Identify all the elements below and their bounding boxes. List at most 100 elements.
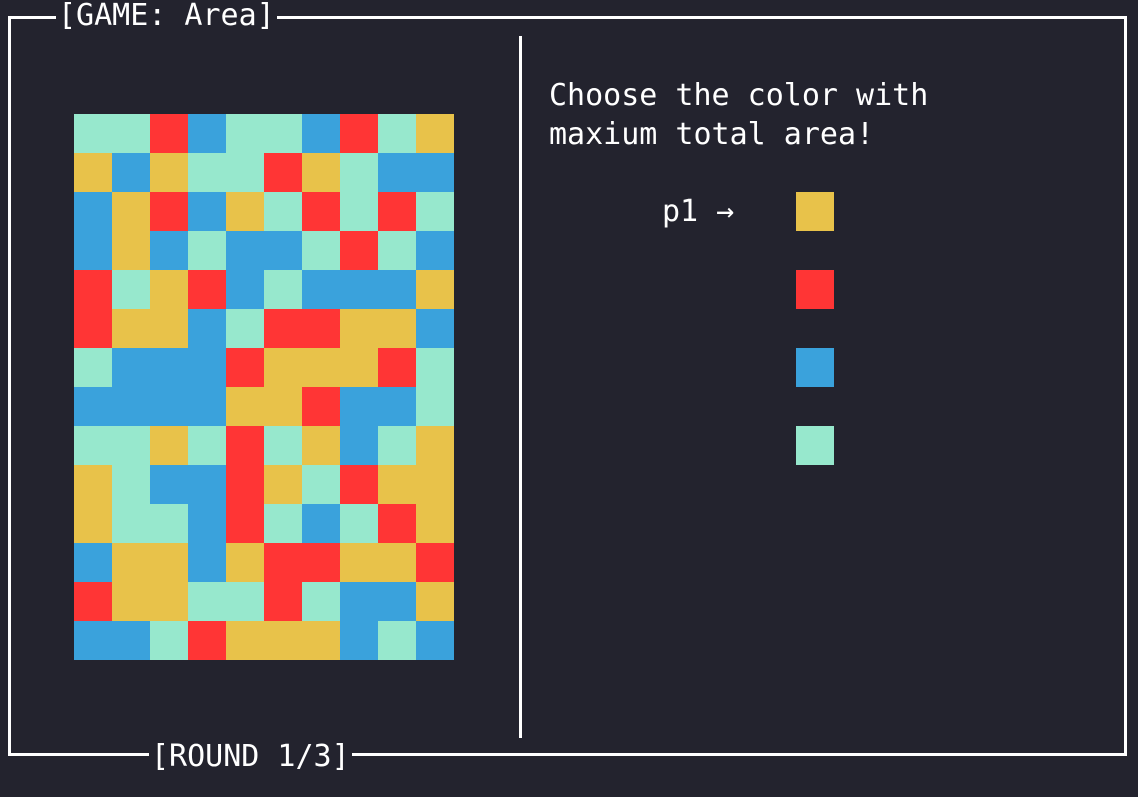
grid-cell bbox=[264, 465, 302, 504]
grid-cell bbox=[340, 504, 378, 543]
grid-cell bbox=[340, 543, 378, 582]
grid-cell bbox=[188, 465, 226, 504]
grid-cell bbox=[150, 114, 188, 153]
color-option[interactable] bbox=[796, 270, 834, 309]
grid-cell bbox=[264, 621, 302, 660]
grid-cell bbox=[264, 348, 302, 387]
grid-cell bbox=[74, 114, 112, 153]
grid-cell bbox=[188, 387, 226, 426]
grid-cell bbox=[74, 348, 112, 387]
grid-cell bbox=[150, 543, 188, 582]
grid-cell bbox=[188, 504, 226, 543]
grid-cell bbox=[150, 231, 188, 270]
grid-cell bbox=[188, 543, 226, 582]
grid-cell bbox=[226, 309, 264, 348]
grid-cell bbox=[378, 153, 416, 192]
grid-cell bbox=[226, 348, 264, 387]
grid-cell bbox=[264, 582, 302, 621]
grid-cell bbox=[226, 426, 264, 465]
grid-cell bbox=[340, 348, 378, 387]
grid-cell bbox=[74, 309, 112, 348]
grid-cell bbox=[150, 192, 188, 231]
grid-cell bbox=[188, 309, 226, 348]
grid-cell bbox=[378, 309, 416, 348]
grid-cell bbox=[378, 270, 416, 309]
grid-cell bbox=[188, 621, 226, 660]
grid-cell bbox=[302, 426, 340, 465]
grid-cell bbox=[416, 543, 454, 582]
instruction-line-2: maxium total area! bbox=[549, 117, 875, 152]
grid-cell bbox=[340, 192, 378, 231]
grid-cell bbox=[378, 543, 416, 582]
grid-cell bbox=[378, 231, 416, 270]
grid-cell bbox=[264, 387, 302, 426]
grid-cell bbox=[416, 426, 454, 465]
grid-cell bbox=[340, 114, 378, 153]
grid-cell bbox=[74, 582, 112, 621]
grid-cell bbox=[302, 231, 340, 270]
game-title: [GAME: Area] bbox=[56, 0, 277, 34]
grid-cell bbox=[150, 309, 188, 348]
grid-cell bbox=[150, 270, 188, 309]
grid-cell bbox=[226, 582, 264, 621]
grid-cell bbox=[150, 387, 188, 426]
grid-cell bbox=[74, 270, 112, 309]
grid-cell bbox=[264, 231, 302, 270]
grid-cell bbox=[188, 582, 226, 621]
grid-cell bbox=[340, 153, 378, 192]
grid-cell bbox=[112, 582, 150, 621]
grid-cell bbox=[378, 582, 416, 621]
grid-cell bbox=[226, 621, 264, 660]
grid-cell bbox=[150, 153, 188, 192]
grid-cell bbox=[188, 426, 226, 465]
grid-cell bbox=[378, 192, 416, 231]
instruction-text: Choose the color with maxium total area! bbox=[549, 76, 1109, 154]
grid-cell bbox=[112, 621, 150, 660]
grid-cell bbox=[340, 621, 378, 660]
grid-cell bbox=[264, 504, 302, 543]
grid-cell bbox=[416, 114, 454, 153]
grid-cell bbox=[416, 270, 454, 309]
grid-cell bbox=[74, 387, 112, 426]
grid-cell bbox=[112, 504, 150, 543]
grid-cell bbox=[112, 387, 150, 426]
instruction-line-1: Choose the color with bbox=[549, 78, 929, 113]
grid-cell bbox=[74, 504, 112, 543]
grid-cell bbox=[302, 504, 340, 543]
grid-cell bbox=[302, 465, 340, 504]
grid-cell bbox=[264, 543, 302, 582]
grid-cell bbox=[112, 231, 150, 270]
grid-cell bbox=[302, 621, 340, 660]
grid-cell bbox=[150, 465, 188, 504]
grid-cell bbox=[378, 114, 416, 153]
color-option[interactable] bbox=[796, 348, 834, 387]
grid-cell bbox=[340, 309, 378, 348]
grid-cell bbox=[188, 231, 226, 270]
grid-cell bbox=[226, 543, 264, 582]
grid-cell bbox=[226, 465, 264, 504]
grid-cell bbox=[416, 309, 454, 348]
grid-cell bbox=[416, 387, 454, 426]
grid-cell bbox=[416, 582, 454, 621]
grid-cell bbox=[74, 192, 112, 231]
color-option[interactable] bbox=[796, 426, 834, 465]
grid-cell bbox=[226, 192, 264, 231]
grid-cell bbox=[340, 582, 378, 621]
grid-cell bbox=[302, 309, 340, 348]
grid-cell bbox=[416, 621, 454, 660]
grid-cell bbox=[226, 504, 264, 543]
grid-cell bbox=[264, 426, 302, 465]
grid-cell bbox=[264, 270, 302, 309]
grid-cell bbox=[340, 387, 378, 426]
grid-cell bbox=[74, 153, 112, 192]
grid-cell bbox=[150, 348, 188, 387]
grid-cell bbox=[378, 387, 416, 426]
grid-cell bbox=[302, 387, 340, 426]
grid-cell bbox=[416, 348, 454, 387]
grid-cell bbox=[378, 504, 416, 543]
grid-cell bbox=[226, 153, 264, 192]
color-option[interactable] bbox=[796, 192, 834, 231]
grid-cell bbox=[378, 426, 416, 465]
grid-cell bbox=[188, 192, 226, 231]
